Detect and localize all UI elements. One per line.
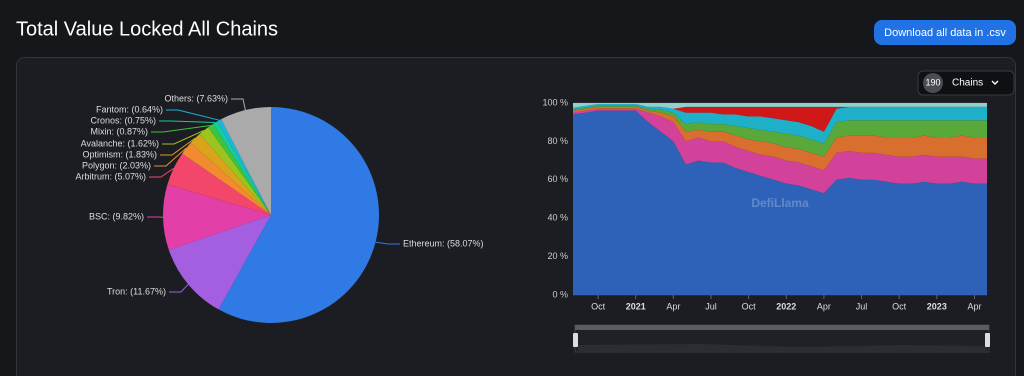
- leader-line: [160, 137, 196, 156]
- slider-bar[interactable]: [575, 325, 989, 330]
- chains-selector[interactable]: 190 Chains: [917, 70, 1015, 96]
- area-series: [573, 108, 987, 194]
- slice-label: Arbitrum: (5.07%): [75, 171, 146, 181]
- leader-line: [169, 283, 189, 293]
- leader-line: [166, 109, 220, 121]
- area-series: [573, 105, 987, 157]
- x-tick-label: 2022: [776, 301, 796, 311]
- pie-slice: [190, 134, 271, 215]
- page-title: Total Value Locked All Chains: [16, 18, 278, 40]
- pie-slice: [168, 215, 271, 310]
- slice-label: Cronos: (0.75%): [90, 115, 156, 125]
- slice-label: Tron: (11.67%): [107, 286, 166, 296]
- count-badge: [923, 73, 943, 93]
- watermark: DefiLlama: [751, 196, 809, 210]
- y-tick-label: 60 %: [547, 174, 568, 184]
- area-series: [573, 106, 987, 171]
- chains-label[interactable]: Chains: [952, 78, 983, 89]
- slider-handle-right[interactable]: [985, 333, 990, 347]
- leader-line: [149, 168, 174, 178]
- pie-chart: Ethereum: (58.07%) Tron: (11.67%) BSC: (9.…: [75, 93, 484, 323]
- leader-line: [162, 130, 204, 145]
- range-slider[interactable]: [573, 324, 990, 353]
- y-tick-label: 100 %: [542, 97, 568, 107]
- slice-label: Ethereum: (58.07%): [403, 238, 484, 248]
- pie-slice: [213, 121, 271, 215]
- area-series: [573, 103, 987, 144]
- slice-label: BSC: (9.82%): [89, 211, 144, 221]
- leader-line: [151, 125, 211, 133]
- area-series: [573, 110, 987, 296]
- x-tick-label: Jul: [856, 301, 868, 311]
- slice-label: Fantom: (0.64%): [96, 104, 163, 114]
- slice-label: Polygon: (2.03%): [82, 160, 151, 170]
- selector-bg[interactable]: [917, 70, 1015, 96]
- x-tick-label: Jul: [705, 301, 717, 311]
- slice-label: Avalanche: (1.62%): [81, 138, 159, 148]
- pie-slice: [163, 184, 271, 251]
- pie-slice: [221, 107, 271, 215]
- leader-line: [159, 120, 216, 124]
- x-tick-label: 2021: [626, 301, 646, 311]
- slice-label: Optimism: (1.83%): [82, 149, 157, 159]
- x-tick-label: Oct: [892, 301, 907, 311]
- x-tick-label: Apr: [817, 301, 831, 311]
- area-chart: 0 % 20 % 40 % 60 % 80 % 100 % DefiLlama Oct 2021…: [542, 97, 987, 311]
- leader-line: [154, 147, 187, 167]
- x-tick-label: Oct: [591, 301, 606, 311]
- area-series: [573, 103, 987, 109]
- slice-label: Others: (7.63%): [164, 93, 228, 103]
- x-tick-label: 2023: [927, 301, 947, 311]
- chains-count: 190: [925, 77, 940, 87]
- pie-slice: [199, 127, 271, 215]
- slider-handle-left[interactable]: [573, 333, 578, 347]
- y-tick-label: 20 %: [547, 251, 568, 261]
- pie-slice: [217, 119, 271, 215]
- y-tick-label: 0 %: [552, 289, 568, 299]
- x-tick-label: Apr: [967, 301, 981, 311]
- pie-slice: [182, 142, 271, 215]
- pie-slice: [218, 107, 379, 323]
- pie-slice: [167, 153, 271, 215]
- leader-line: [375, 241, 400, 245]
- area-series: [573, 103, 987, 132]
- pie-slice: [208, 123, 271, 215]
- download-button[interactable]: Download all data in .csv: [874, 20, 1016, 45]
- y-tick-label: 40 %: [547, 213, 568, 223]
- y-tick-label: 80 %: [547, 136, 568, 146]
- slice-label: Mixin: (0.87%): [90, 126, 148, 136]
- chevron: [991, 80, 999, 85]
- x-tick-label: Oct: [742, 301, 757, 311]
- x-tick-label: Apr: [666, 301, 680, 311]
- button-bg[interactable]: [874, 20, 1016, 45]
- leader-line: [231, 98, 246, 111]
- slider-preview: [578, 344, 987, 351]
- button-label[interactable]: Download all data in .csv: [884, 27, 1006, 39]
